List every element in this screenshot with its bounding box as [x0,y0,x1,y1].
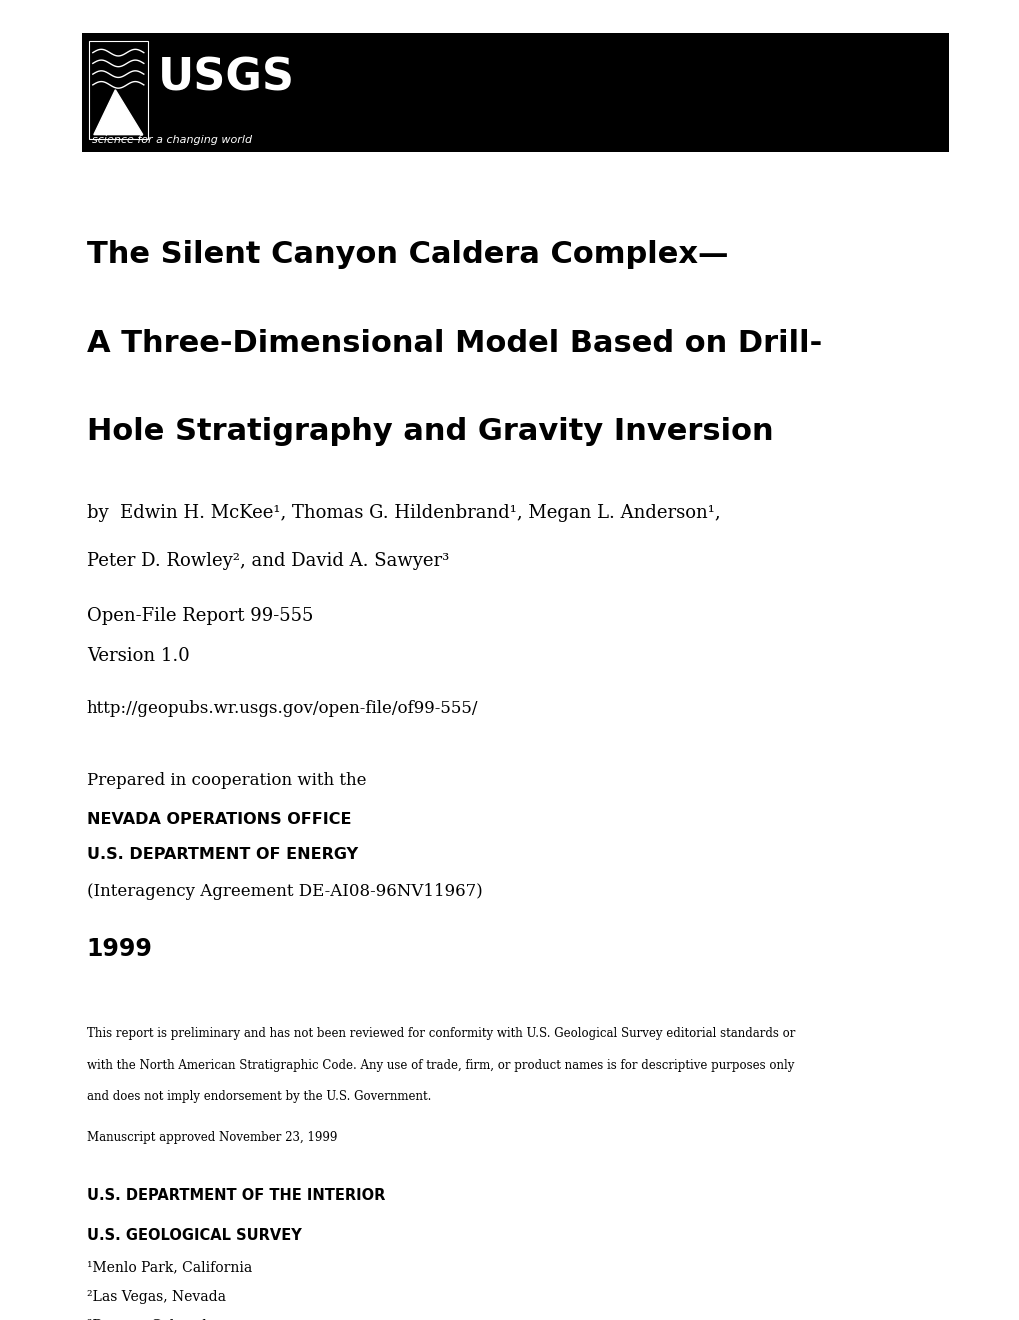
Text: Prepared in cooperation with the: Prepared in cooperation with the [87,772,366,789]
Text: (Interagency Agreement DE-AI08-96NV11967): (Interagency Agreement DE-AI08-96NV11967… [87,883,482,900]
Text: The Silent Canyon Caldera Complex—: The Silent Canyon Caldera Complex— [87,240,728,269]
Text: U.S. GEOLOGICAL SURVEY: U.S. GEOLOGICAL SURVEY [87,1228,302,1242]
Text: Hole Stratigraphy and Gravity Inversion: Hole Stratigraphy and Gravity Inversion [87,417,772,446]
Text: This report is preliminary and has not been reviewed for conformity with U.S. Ge: This report is preliminary and has not b… [87,1027,794,1040]
Text: ²Las Vegas, Nevada: ²Las Vegas, Nevada [87,1290,225,1304]
Text: ³Denver, Colorado: ³Denver, Colorado [87,1319,215,1320]
Text: U.S. DEPARTMENT OF ENERGY: U.S. DEPARTMENT OF ENERGY [87,847,358,862]
FancyBboxPatch shape [82,33,948,152]
Text: science for a changing world: science for a changing world [92,135,252,145]
Text: ¹Menlo Park, California: ¹Menlo Park, California [87,1261,252,1275]
Text: NEVADA OPERATIONS OFFICE: NEVADA OPERATIONS OFFICE [87,812,351,826]
Text: Manuscript approved November 23, 1999: Manuscript approved November 23, 1999 [87,1131,336,1144]
Text: by  Edwin H. McKee¹, Thomas G. Hildenbrand¹, Megan L. Anderson¹,: by Edwin H. McKee¹, Thomas G. Hildenbran… [87,504,719,523]
Text: and does not imply endorsement by the U.S. Government.: and does not imply endorsement by the U.… [87,1090,431,1104]
Text: A Three-Dimensional Model Based on Drill-: A Three-Dimensional Model Based on Drill… [87,329,821,358]
Text: USGS: USGS [158,57,294,99]
Text: 1999: 1999 [87,937,153,961]
Text: with the North American Stratigraphic Code. Any use of trade, firm, or product n: with the North American Stratigraphic Co… [87,1059,794,1072]
Text: Open-File Report 99-555: Open-File Report 99-555 [87,607,313,626]
Text: http://geopubs.wr.usgs.gov/open-file/of99-555/: http://geopubs.wr.usgs.gov/open-file/of9… [87,700,478,717]
Text: Version 1.0: Version 1.0 [87,647,190,665]
Text: U.S. DEPARTMENT OF THE INTERIOR: U.S. DEPARTMENT OF THE INTERIOR [87,1188,385,1203]
Polygon shape [94,90,143,135]
Text: Peter D. Rowley², and David A. Sawyer³: Peter D. Rowley², and David A. Sawyer³ [87,552,448,570]
FancyBboxPatch shape [89,41,148,139]
